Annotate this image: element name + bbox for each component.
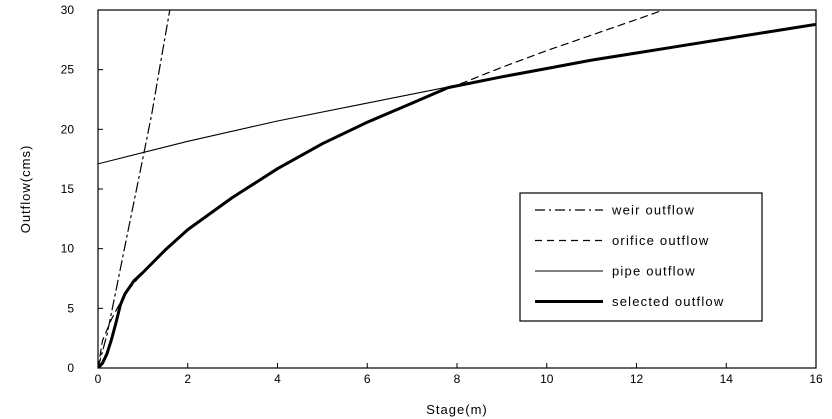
y-tick-label: 5	[67, 301, 74, 315]
x-tick-label: 0	[95, 372, 102, 386]
series-line-selected-outflow	[98, 22, 816, 368]
legend-label-selected-outflow: selected outflow	[612, 294, 724, 309]
x-tick-label: 10	[540, 372, 554, 386]
x-axis-title: Stage(m)	[426, 402, 487, 417]
x-tick-label: 2	[184, 372, 191, 386]
x-tick-label: 6	[364, 372, 371, 386]
y-tick-label: 25	[61, 63, 75, 77]
series-line-pipe-outflow	[98, 23, 816, 165]
x-tick-label: 4	[274, 372, 281, 386]
legend-label-orifice-outflow: orifice outflow	[612, 233, 709, 248]
plot-frame	[97, 9, 817, 369]
series-layer	[98, 10, 816, 368]
y-tick-label: 15	[61, 182, 75, 196]
y-axis-title: Outflow(cms)	[18, 145, 33, 234]
y-tick-label: 30	[61, 3, 75, 17]
legend-label-weir-outflow: weir outflow	[611, 203, 695, 218]
legend-label-pipe-outflow: pipe outflow	[612, 264, 696, 279]
y-tick-label: 20	[61, 122, 75, 136]
y-tick-label: 0	[67, 361, 74, 375]
x-tick-label: 8	[454, 372, 461, 386]
x-tick-label: 16	[809, 372, 823, 386]
x-tick-label: 14	[720, 372, 734, 386]
axes-layer: 0 2 4 6 8 10 12 14 16 0 5 10 15 20 25 30	[61, 3, 823, 386]
legend-box	[519, 192, 763, 322]
y-tick-label: 10	[61, 242, 75, 256]
x-tick-label: 12	[630, 372, 644, 386]
series-line-weir-outflow	[98, 10, 171, 368]
legend: weir outflow orifice outflow pipe outflow s…	[519, 192, 763, 322]
